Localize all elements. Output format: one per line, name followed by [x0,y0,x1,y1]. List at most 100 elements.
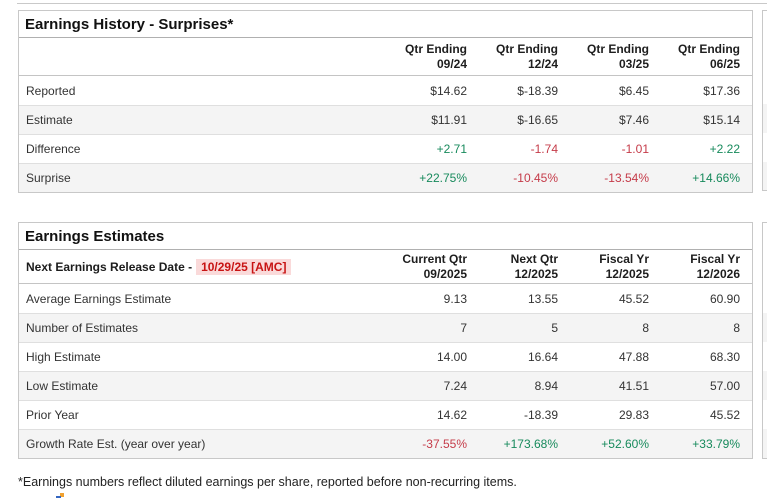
cell-value: 60.90 [709,291,740,306]
cell-value: 41.51 [618,379,649,393]
column-header-line2: 09/24 [436,56,467,71]
earnings-footnote: *Earnings numbers reflect diluted earnin… [18,475,517,489]
cell-value: 47.88 [618,350,649,364]
cell-value: 57.00 [709,379,740,393]
history-rows: Reported $14.62 $-18.39 $6.45 $17.36 Est… [19,76,752,192]
cell-value: -37.55% [422,437,467,451]
adjacent-panel-edge [762,10,767,191]
cell-value: $14.62 [430,83,467,98]
row-label: Prior Year [26,408,79,422]
chart-icon-graphic [56,493,64,498]
cell-value: 14.00 [436,350,467,364]
column-header-line1: Qtr Ending [405,41,467,56]
table-row-estimate: Estimate $11.91 $-16.65 $7.46 $15.14 [19,105,752,134]
column-header-line1: Next Qtr [510,251,558,266]
row-label: Average Earnings Estimate [26,291,172,306]
table-row-surprise: Surprise +22.75% -10.45% -13.54% +14.66% [19,163,752,192]
earnings-history-title: Earnings History - Surprises* [19,11,752,38]
stripe [763,133,767,162]
cell-value: -13.54% [604,171,649,185]
earnings-history-panel: Earnings History - Surprises* Qtr Ending… [18,10,753,193]
column-header-line1: Qtr Ending [678,41,740,56]
column-header-line2: 12/24 [527,56,558,71]
stripe [763,313,767,342]
history-header-row: Qtr Ending 09/24 Qtr Ending 12/24 Qtr En… [19,38,752,76]
cell-value: +2.71 [436,142,467,156]
estimates-header-row: Next Earnings Release Date -10/29/25 [AM… [19,250,752,284]
cell-value: 8.94 [534,379,558,393]
column-header-line1: Fiscal Yr [599,251,649,266]
cell-value: 9.13 [443,291,467,306]
row-label: Growth Rate Est. (year over year) [26,437,206,451]
row-label: Number of Estimates [26,321,139,335]
cell-value: +2.22 [709,142,740,156]
estimates-rows: Average Earnings Estimate 9.13 13.55 45.… [19,284,752,458]
cell-value: -1.74 [530,142,558,156]
column-header-fiscal-yr-2026: Fiscal Yr 12/2026 [649,252,740,282]
stripe [763,104,767,133]
cell-value: +14.66% [692,171,740,185]
cell-value: 68.30 [709,350,740,364]
column-header-fiscal-yr-2025: Fiscal Yr 12/2025 [558,252,649,282]
cell-value: -10.45% [513,171,558,185]
column-header-line2: 09/2025 [423,266,467,281]
cell-value: 7.24 [443,379,467,393]
column-header-qtr-1224: Qtr Ending 12/24 [467,42,558,72]
cell-value: 45.52 [709,408,740,422]
stripe [763,162,767,190]
adjacent-panel-edge [762,222,767,459]
column-header-line1: Qtr Ending [496,41,558,56]
cell-value: 45.52 [618,291,649,306]
table-row-prior-year: Prior Year 14.62 -18.39 29.83 45.52 [19,400,752,429]
row-label: Low Estimate [26,379,99,393]
table-row-average-estimate: Average Earnings Estimate 9.13 13.55 45.… [19,284,752,313]
cell-value: 13.55 [527,291,558,306]
cell-value: 7 [460,321,467,335]
column-header-line1: Fiscal Yr [690,251,740,266]
table-row-number-of-estimates: Number of Estimates 7 5 8 8 [19,313,752,342]
cell-value: 29.83 [618,408,649,422]
column-header-line1: Current Qtr [402,251,467,266]
row-label: Difference [26,142,81,156]
cell-value: +52.60% [601,437,649,451]
top-divider [17,3,767,4]
row-label: Reported [26,83,76,98]
column-header-line2: 12/2025 [514,266,558,281]
table-row-growth-rate: Growth Rate Est. (year over year) -37.55… [19,429,752,458]
column-header-qtr-0325: Qtr Ending 03/25 [558,42,649,72]
stripe [763,11,767,104]
stripe [763,371,767,400]
next-earnings-release: Next Earnings Release Date -10/29/25 [AM… [25,258,376,275]
stripe [763,400,767,429]
cell-value: -1.01 [621,142,649,156]
cell-value: $-18.39 [517,83,558,98]
cell-value: 5 [551,321,558,335]
column-header-qtr-0924: Qtr Ending 09/24 [376,42,467,72]
cell-value: +22.75% [419,171,467,185]
column-header-line2: 12/2025 [605,266,649,281]
cell-value: $-16.65 [517,113,558,127]
row-label: Estimate [26,113,73,127]
chart-icon-fragment [56,489,64,498]
cell-value: $11.91 [431,113,467,127]
stripe [763,223,767,313]
cell-value: $7.46 [618,113,649,127]
row-label: High Estimate [26,350,101,364]
stripe [763,429,767,458]
cell-value: $15.14 [703,113,740,127]
table-row-reported: Reported $14.62 $-18.39 $6.45 $17.36 [19,76,752,105]
column-header-current-qtr: Current Qtr 09/2025 [376,252,467,282]
release-date-value: 10/29/25 [AMC] [196,258,292,275]
table-row-low-estimate: Low Estimate 7.24 8.94 41.51 57.00 [19,371,752,400]
cell-value: 14.62 [436,408,467,422]
cell-value: +173.68% [503,437,558,451]
cell-value: +33.79% [692,437,740,451]
column-header-line2: 03/25 [618,56,649,71]
table-row-difference: Difference +2.71 -1.74 -1.01 +2.22 [19,134,752,163]
column-header-qtr-0625: Qtr Ending 06/25 [649,42,740,72]
cell-value: 8 [642,321,649,335]
cell-value: -18.39 [523,408,558,422]
cell-value: $6.45 [618,83,649,98]
column-header-line2: 12/2026 [696,266,740,281]
